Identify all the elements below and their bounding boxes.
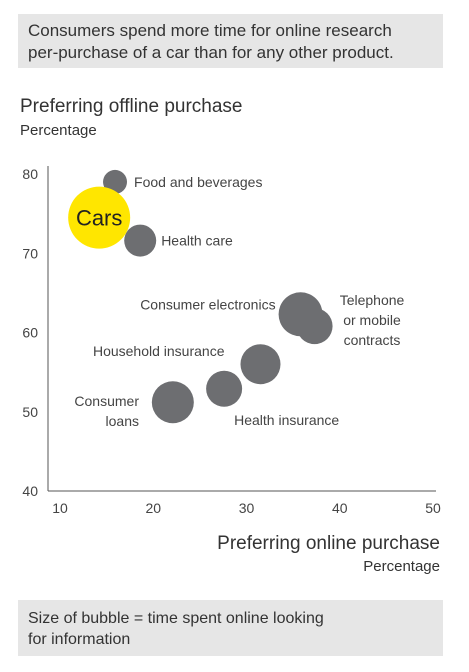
x-tick-label: 10 [52, 500, 68, 516]
bubble [240, 344, 281, 385]
x-tick-label: 50 [425, 500, 441, 516]
bubble [278, 292, 323, 337]
y-tick-label: 70 [22, 245, 38, 261]
y-axis-unit: Percentage [20, 122, 97, 139]
bubble-label: Household insurance [93, 343, 225, 359]
footer-line-2: for information [28, 631, 131, 648]
y-tick-label: 80 [22, 166, 38, 182]
footer-panel: Size of bubble = time spent online looki… [18, 600, 443, 656]
bubble-label: loans [106, 413, 139, 429]
header-panel: Consumers spend more time for online res… [18, 14, 443, 68]
header-line-1: Consumers spend more time for online res… [28, 21, 392, 40]
bubble [103, 169, 128, 194]
x-tick-label: 20 [145, 500, 161, 516]
y-tick-label: 50 [22, 404, 38, 420]
bubble-label: Health insurance [234, 412, 339, 428]
y-tick-label: 60 [22, 325, 38, 341]
y-tick-label: 40 [22, 483, 38, 499]
bubble-label: Telephone [340, 292, 405, 308]
bubble [151, 381, 194, 424]
header-text: Consumers spend more time for online res… [28, 20, 394, 64]
x-axis-unit: Percentage [363, 558, 440, 575]
bubble-label: Consumer electronics [140, 296, 275, 312]
bubble-label: contracts [344, 332, 401, 348]
bubble-label: or mobile [343, 312, 401, 328]
x-axis-title: Preferring online purchase [217, 533, 440, 554]
x-tick-label: 40 [332, 500, 348, 516]
bubble [206, 370, 243, 407]
bubble-label: Food and beverages [134, 174, 262, 190]
bubble [124, 224, 157, 257]
footer-line-1: Size of bubble = time spent online looki… [28, 610, 324, 627]
x-tick-label: 30 [239, 500, 255, 516]
bubble-label: Cars [76, 206, 122, 231]
footer-text: Size of bubble = time spent online looki… [28, 608, 408, 650]
header-line-2: per-purchase of a car than for any other… [28, 43, 394, 62]
bubble-cars [68, 186, 131, 249]
y-axis-title: Preferring offline purchase [20, 96, 243, 117]
bubble-label: Health care [161, 233, 233, 249]
bubble-label: Consumer [74, 393, 139, 409]
